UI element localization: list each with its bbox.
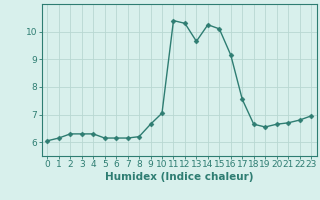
X-axis label: Humidex (Indice chaleur): Humidex (Indice chaleur)	[105, 172, 253, 182]
